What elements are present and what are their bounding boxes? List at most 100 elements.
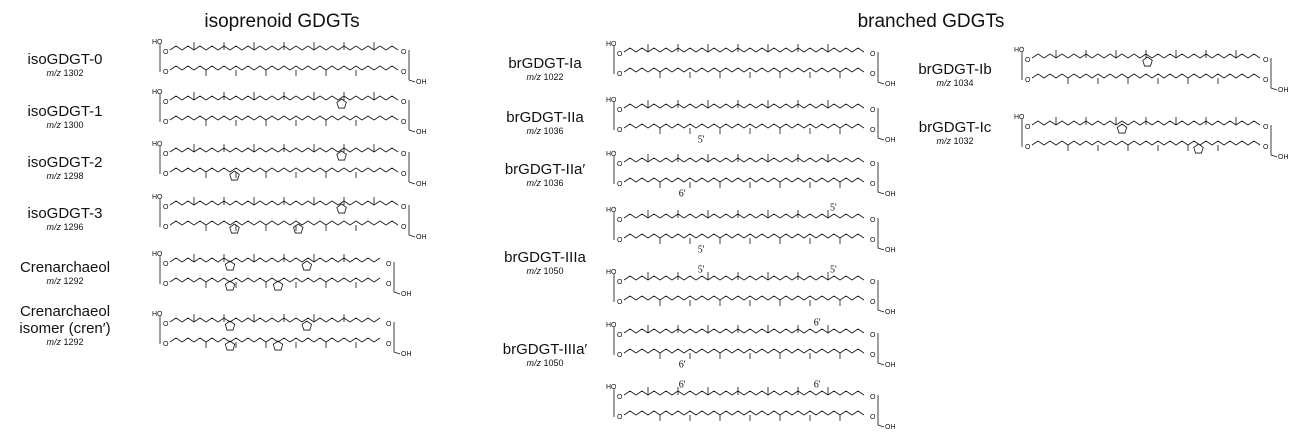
atom-label: O bbox=[870, 414, 876, 421]
atom-label: O bbox=[617, 352, 623, 359]
atom-label: HO bbox=[152, 39, 163, 46]
atom-label: OH bbox=[885, 191, 896, 198]
cyclopentane bbox=[224, 340, 236, 351]
atom-label: OH bbox=[885, 424, 896, 431]
mz-value: 1302 bbox=[63, 68, 83, 78]
atom-label: OH bbox=[401, 291, 412, 298]
mz-prefix: m/z bbox=[46, 222, 61, 232]
bond bbox=[877, 162, 885, 195]
mz-prefix: m/z bbox=[46, 171, 61, 181]
mz-value: 1036 bbox=[543, 178, 563, 188]
compound-name: brGDGT-Ia bbox=[508, 55, 582, 72]
atom-label: O bbox=[617, 237, 623, 244]
atom-label: O bbox=[163, 204, 169, 211]
atom-label: O bbox=[617, 127, 623, 134]
atom-label: O bbox=[386, 281, 392, 288]
chain bbox=[623, 157, 865, 163]
chain bbox=[623, 123, 865, 129]
atom-label: O bbox=[870, 352, 876, 359]
mass-label: m/z 1022 bbox=[526, 72, 563, 82]
atom-label: O bbox=[163, 49, 169, 56]
atom-label: O bbox=[617, 414, 623, 421]
atom-label: O bbox=[163, 321, 169, 328]
compound-name: isomer (cren′) bbox=[19, 320, 110, 337]
atom-label: O bbox=[617, 51, 623, 58]
chain bbox=[623, 213, 865, 219]
chain bbox=[623, 390, 865, 396]
atom-label: O bbox=[163, 99, 169, 106]
position-label: 5' bbox=[698, 244, 705, 255]
mz-prefix: m/z bbox=[936, 78, 951, 88]
bond bbox=[408, 100, 416, 133]
atom-label: O bbox=[1263, 57, 1269, 64]
mz-value: 1050 bbox=[543, 266, 563, 276]
cyclopentane bbox=[1116, 123, 1128, 134]
cyclopentane bbox=[293, 223, 304, 234]
chain bbox=[623, 103, 865, 109]
bond bbox=[877, 395, 885, 428]
atom-label: O bbox=[870, 107, 876, 114]
mz-value: 1292 bbox=[63, 337, 83, 347]
atom-label: HO bbox=[606, 207, 617, 214]
compound-name: Crenarchaeol bbox=[20, 259, 110, 276]
atom-label: O bbox=[617, 107, 623, 114]
compound-name: isoGDGT-1 bbox=[27, 103, 102, 120]
atom-label: O bbox=[870, 71, 876, 78]
bond bbox=[408, 152, 416, 185]
cyclopentane bbox=[229, 223, 240, 234]
chain bbox=[169, 317, 381, 323]
atom-label: O bbox=[617, 217, 623, 224]
mass-label: m/z 1034 bbox=[936, 78, 973, 88]
atom-label: OH bbox=[885, 137, 896, 144]
compound-name: brGDGT-Ib bbox=[918, 61, 991, 78]
compound-name: isoGDGT-3 bbox=[27, 205, 102, 222]
mz-prefix: m/z bbox=[46, 68, 61, 78]
atom-label: O bbox=[870, 299, 876, 306]
mz-value: 1292 bbox=[63, 276, 83, 286]
atom-label: O bbox=[401, 119, 407, 126]
atom-label: OH bbox=[416, 129, 427, 136]
compound-name: brGDGT-Ic bbox=[919, 119, 992, 136]
atom-label: O bbox=[870, 332, 876, 339]
cyclopentane bbox=[224, 320, 236, 331]
atom-label: O bbox=[1025, 124, 1031, 131]
mz-value: 1050 bbox=[543, 358, 563, 368]
atom-label: HO bbox=[152, 194, 163, 201]
mz-prefix: m/z bbox=[46, 120, 61, 130]
mz-prefix: m/z bbox=[46, 337, 61, 347]
mz-value: 1022 bbox=[543, 72, 563, 82]
atom-label: HO bbox=[606, 269, 617, 276]
mz-prefix: m/z bbox=[46, 276, 61, 286]
compound-name: brGDGT-IIIa bbox=[504, 249, 586, 266]
cyclopentane bbox=[272, 280, 284, 291]
atom-label: O bbox=[386, 261, 392, 268]
atom-label: HO bbox=[152, 141, 163, 148]
compound-name: brGDGT-IIIa′ bbox=[503, 341, 588, 358]
atom-label: O bbox=[617, 332, 623, 339]
cyclopentane bbox=[336, 203, 347, 214]
mass-label: m/z 1296 bbox=[46, 222, 83, 232]
chain bbox=[623, 295, 865, 301]
atom-label: OH bbox=[401, 351, 412, 358]
atom-label: O bbox=[1025, 77, 1031, 84]
atom-label: HO bbox=[1014, 47, 1025, 54]
atom-label: HO bbox=[1014, 114, 1025, 121]
atom-label: O bbox=[870, 394, 876, 401]
atom-label: O bbox=[1263, 77, 1269, 84]
atom-label: O bbox=[163, 281, 169, 288]
atom-label: O bbox=[617, 181, 623, 188]
atom-label: O bbox=[1025, 144, 1031, 151]
atom-label: O bbox=[163, 171, 169, 178]
atom-label: O bbox=[163, 261, 169, 268]
atom-label: O bbox=[870, 51, 876, 58]
cyclopentane bbox=[301, 260, 313, 271]
chain bbox=[623, 47, 865, 53]
